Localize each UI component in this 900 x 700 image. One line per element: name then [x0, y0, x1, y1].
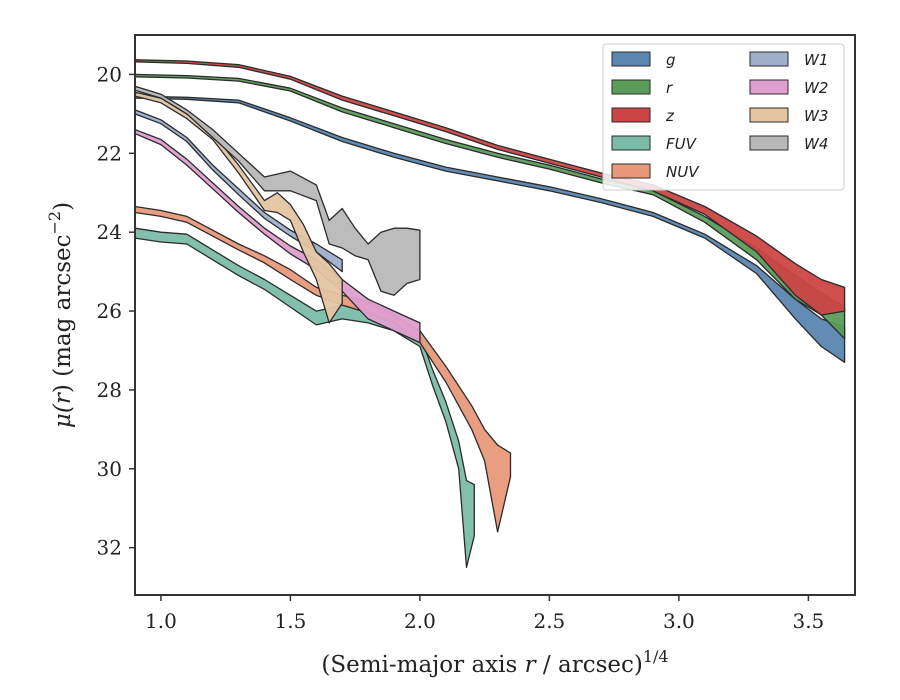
x-axis-label: (Semi-major axis r / arcsec)1/4	[321, 647, 668, 678]
legend-swatch-w3	[749, 107, 789, 123]
y-axis: 20 22 24 26 28 30 32	[97, 62, 135, 560]
y-tick-label: 24	[97, 220, 122, 244]
y-tick-label: 20	[97, 62, 122, 86]
legend-label-z: z	[665, 107, 675, 125]
series-layer	[135, 59, 846, 569]
y-tick-label: 22	[97, 141, 122, 165]
legend-label-r: r	[666, 79, 673, 97]
band-w3	[135, 91, 343, 324]
y-axis-label: μ(r) (mag arcsec−2)	[45, 202, 76, 428]
y-tick-label: 26	[97, 299, 122, 323]
band-w4	[135, 85, 421, 296]
legend-label-nuv: NUV	[666, 163, 700, 181]
x-axis: 1.0 1.5 2.0 2.5 3.0 3.5	[145, 595, 824, 633]
x-tick-label: 3.0	[663, 609, 695, 633]
band-w2	[135, 128, 421, 344]
legend-label-w4: W4	[804, 135, 828, 153]
legend-label-g: g	[666, 51, 676, 69]
x-tick-label: 2.0	[404, 609, 436, 633]
legend-swatch-fuv	[611, 135, 651, 151]
plot-frame	[134, 34, 856, 596]
band-r	[135, 73, 846, 340]
legend-swatch-g	[611, 51, 651, 67]
band-g	[135, 95, 846, 363]
legend-label-fuv: FUV	[666, 135, 698, 153]
x-tick-label: 1.5	[274, 609, 306, 633]
y-tick-label: 28	[97, 378, 122, 402]
x-tick-label: 2.5	[533, 609, 565, 633]
legend-label-w1: W1	[804, 51, 828, 69]
x-tick-label: 1.0	[145, 609, 177, 633]
y-tick-label: 32	[97, 536, 122, 560]
legend-swatch-w2	[749, 79, 789, 95]
band-w1	[135, 109, 343, 273]
x-tick-label: 3.5	[792, 609, 824, 633]
band-fuv	[135, 227, 475, 569]
legend-swatch-nuv	[611, 163, 651, 179]
band-z	[135, 59, 846, 316]
legend-swatch-w4	[749, 135, 789, 151]
legend-label-w2: W2	[804, 79, 828, 97]
legend-label-w3: W3	[804, 107, 828, 125]
legend-swatch-z	[611, 107, 651, 123]
legend-swatch-w1	[749, 51, 789, 67]
legend-swatch-r	[611, 79, 651, 95]
band-nuv	[135, 205, 512, 533]
y-tick-label: 30	[97, 457, 122, 481]
legend: grz FUV NUV W1 W2 W3 W4	[602, 43, 845, 191]
